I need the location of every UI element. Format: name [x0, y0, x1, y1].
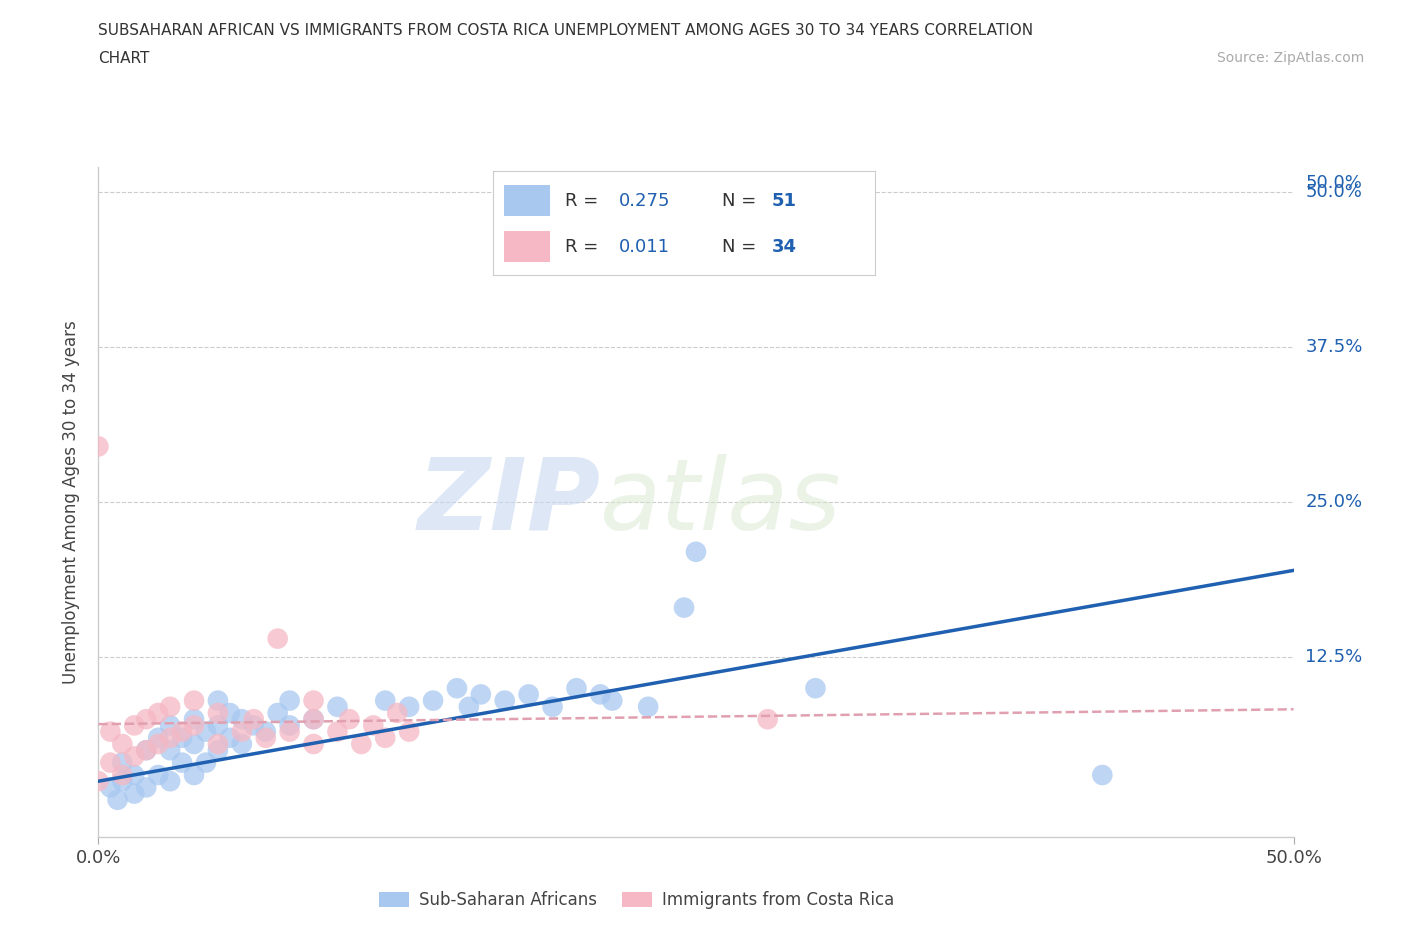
Text: CHART: CHART [98, 51, 150, 66]
Point [148, 737, 170, 751]
Point [98, 780, 122, 795]
Point [87, 439, 110, 454]
Point [159, 718, 181, 733]
Point [159, 699, 181, 714]
Text: SUBSAHARAN AFRICAN VS IMMIGRANTS FROM COSTA RICA UNEMPLOYMENT AMONG AGES 30 TO 3: SUBSAHARAN AFRICAN VS IMMIGRANTS FROM CO… [98, 23, 1033, 38]
Point [124, 749, 146, 764]
Point [673, 600, 696, 615]
Point [87, 774, 110, 789]
Point [124, 786, 146, 801]
Point [219, 730, 242, 745]
Point [124, 767, 146, 782]
Point [159, 774, 181, 789]
Point [135, 743, 157, 758]
Point [148, 706, 170, 721]
Point [107, 792, 129, 807]
Point [183, 693, 205, 708]
Point [374, 693, 396, 708]
Point [254, 724, 277, 739]
Point [172, 724, 194, 739]
Point [135, 711, 157, 726]
Point [600, 693, 623, 708]
Point [111, 737, 134, 751]
Point [565, 681, 588, 696]
Point [148, 767, 170, 782]
Text: ZIP: ZIP [418, 454, 600, 551]
Point [267, 631, 290, 646]
Point [422, 693, 444, 708]
Point [1091, 767, 1114, 782]
Point [398, 699, 420, 714]
Point [231, 737, 253, 751]
Point [302, 711, 325, 726]
Point [446, 681, 468, 696]
Point [207, 693, 229, 708]
Point [804, 681, 827, 696]
Point [148, 730, 170, 745]
Text: 12.5%: 12.5% [1305, 648, 1362, 666]
Point [111, 755, 134, 770]
Text: 37.5%: 37.5% [1305, 339, 1362, 356]
Point [194, 724, 217, 739]
Point [219, 706, 242, 721]
Point [398, 724, 420, 739]
Point [111, 767, 134, 782]
Point [207, 743, 229, 758]
Point [363, 718, 385, 733]
Point [302, 711, 325, 726]
Point [541, 699, 564, 714]
Point [207, 706, 229, 721]
Point [183, 737, 205, 751]
Point [243, 718, 266, 733]
Point [278, 718, 301, 733]
Point [172, 755, 194, 770]
Text: Source: ZipAtlas.com: Source: ZipAtlas.com [1216, 51, 1364, 65]
Point [183, 767, 205, 782]
Point [207, 718, 229, 733]
Point [278, 693, 301, 708]
Point [111, 774, 134, 789]
Y-axis label: Unemployment Among Ages 30 to 34 years: Unemployment Among Ages 30 to 34 years [62, 320, 80, 684]
Point [183, 718, 205, 733]
Point [243, 711, 266, 726]
Text: 50.0%: 50.0% [1305, 174, 1362, 193]
Point [98, 755, 122, 770]
Point [183, 711, 205, 726]
Point [194, 755, 217, 770]
Point [685, 544, 707, 559]
Point [124, 718, 146, 733]
Point [98, 724, 122, 739]
Point [231, 724, 253, 739]
Point [374, 730, 396, 745]
Point [135, 743, 157, 758]
Point [350, 737, 373, 751]
Point [207, 737, 229, 751]
Legend: Sub-Saharan Africans, Immigrants from Costa Rica: Sub-Saharan Africans, Immigrants from Co… [373, 884, 900, 916]
Point [337, 711, 360, 726]
Point [470, 687, 492, 702]
Point [135, 780, 157, 795]
Point [326, 724, 349, 739]
Text: 25.0%: 25.0% [1305, 493, 1362, 512]
Point [756, 711, 779, 726]
Point [589, 687, 612, 702]
Point [254, 730, 277, 745]
Point [385, 706, 409, 721]
Text: atlas: atlas [600, 454, 842, 551]
Point [172, 730, 194, 745]
Point [302, 737, 325, 751]
Point [458, 699, 481, 714]
Point [231, 711, 253, 726]
Point [494, 693, 516, 708]
Text: 50.0%: 50.0% [1305, 183, 1362, 201]
Point [637, 699, 659, 714]
Point [159, 730, 181, 745]
Point [302, 693, 325, 708]
Point [267, 706, 290, 721]
Point [326, 699, 349, 714]
Point [159, 743, 181, 758]
Point [517, 687, 540, 702]
Point [278, 724, 301, 739]
